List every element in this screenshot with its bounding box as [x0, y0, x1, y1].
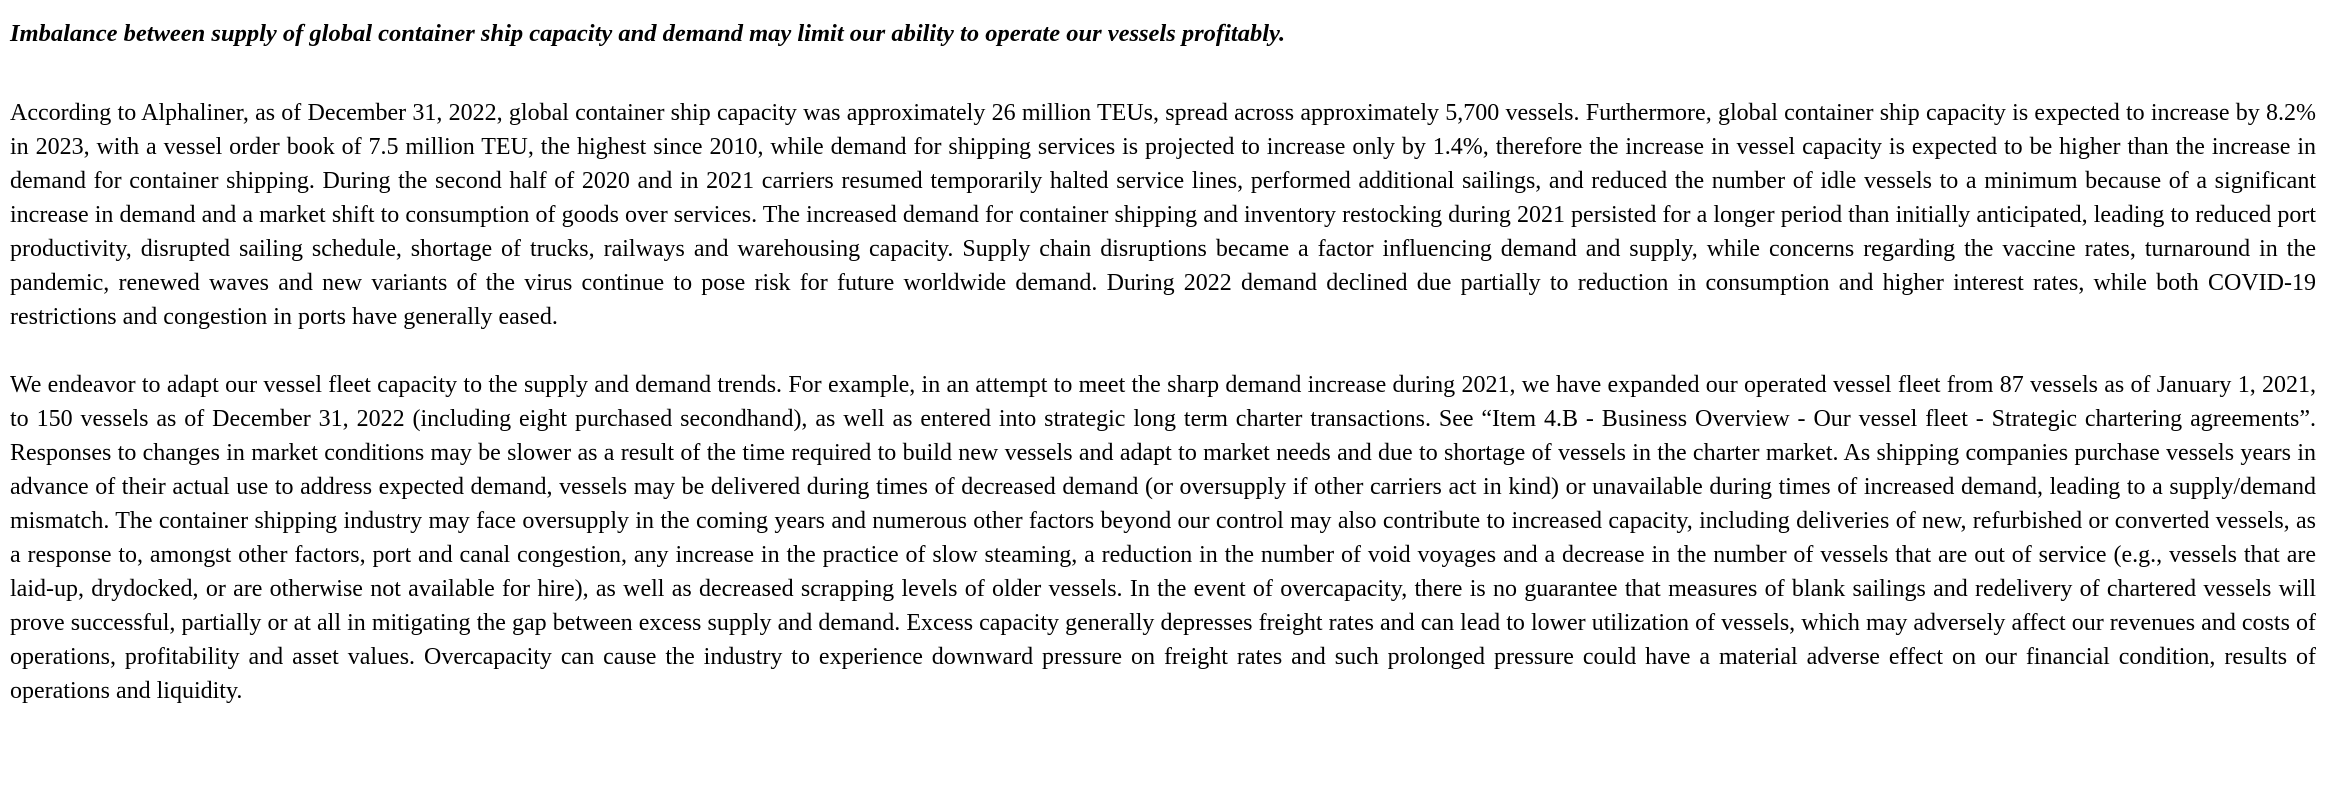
section-heading: Imbalance between supply of global conta… — [10, 20, 1286, 47]
paragraph-supply-demand: According to Alphaliner, as of December … — [10, 100, 2316, 330]
paragraph-fleet-capacity: We endeavor to adapt our vessel fleet ca… — [10, 372, 2316, 704]
document-body: Imbalance between supply of global conta… — [10, 14, 2316, 708]
